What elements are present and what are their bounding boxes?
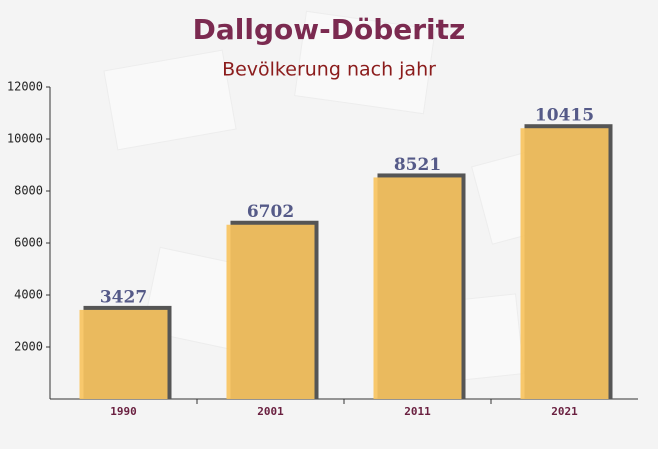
bar [79, 309, 168, 399]
x-tick-label: 2011 [404, 405, 431, 418]
value-label: 6702 [247, 202, 294, 222]
y-tick-label: 2000 [14, 340, 43, 354]
y-tick-label: 8000 [14, 184, 43, 198]
value-label: 8521 [394, 155, 441, 175]
y-tick-label: 10000 [7, 132, 43, 146]
y-tick-label: 6000 [14, 236, 43, 250]
y-tick-label: 4000 [14, 288, 43, 302]
x-tick-label: 2021 [551, 405, 578, 418]
value-label: 10415 [535, 106, 594, 126]
value-label: 3427 [100, 287, 147, 307]
bar [373, 177, 462, 399]
x-tick-label: 2001 [257, 405, 284, 418]
chart-subtitle: Bevölkerung nach jahr [222, 59, 436, 81]
bar [226, 224, 315, 399]
chart-title: Dallgow-Döberitz [193, 13, 466, 46]
x-tick-label: 1990 [110, 405, 137, 418]
bar [520, 128, 609, 399]
y-tick-label: 12000 [7, 80, 43, 94]
